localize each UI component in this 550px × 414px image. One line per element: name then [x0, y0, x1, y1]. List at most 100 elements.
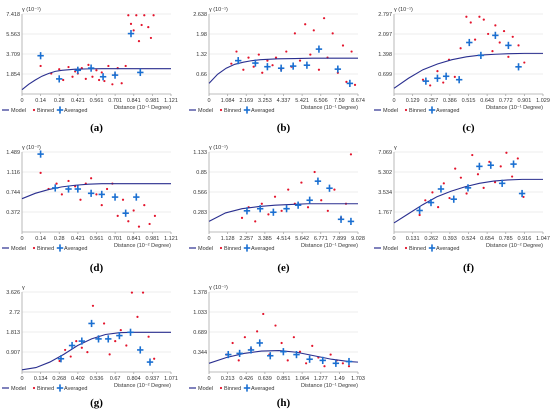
x-tick-label: 2.257: [239, 236, 253, 242]
panel-label: (g): [90, 397, 103, 409]
x-tick-label: 0.937: [145, 376, 159, 382]
averaged-series: [37, 150, 140, 217]
binned-point: [62, 78, 65, 82]
averaged-point: [111, 71, 119, 79]
panel-label: (e): [277, 262, 290, 274]
binned-point: [482, 186, 485, 189]
averaged-point: [235, 57, 242, 65]
x-tick-label: 0.981: [145, 98, 159, 104]
averaged-point: [332, 359, 340, 367]
x-tick-label: 0.524: [462, 236, 476, 242]
chart-panel-2: 0.66 1.32 1.98 2.638 0 1.084 2.169 3.253 4.337 5.…: [187, 2, 365, 114]
averaged-point: [306, 355, 313, 363]
averaged-point: [236, 349, 243, 358]
binned-series: [58, 291, 156, 363]
averaged-point: [116, 331, 123, 340]
binned-point: [67, 179, 70, 183]
x-tick-label: 1.029: [536, 98, 550, 104]
chart-panel-3: 0.699 1.398 2.097 2.797 0 0.129 0.257 0.386 0.51…: [372, 2, 550, 114]
binned-point: [320, 199, 323, 202]
averaged-point: [314, 177, 322, 185]
y-tick-label: 0.907: [6, 350, 20, 356]
x-tick-label: 7.899: [332, 236, 346, 242]
legend-model-label: Model: [11, 246, 26, 252]
binned-point: [267, 213, 270, 216]
legend: Model Binned Averaged: [374, 244, 459, 252]
x-tick-label: 0.643: [480, 98, 494, 104]
y-tick-label: 7.418: [6, 12, 20, 18]
x-axis-title: Distance (10⁻¹ Degree): [486, 105, 543, 111]
averaged-point: [87, 189, 95, 197]
y-tick-label: 1.98: [196, 32, 207, 38]
binned-point: [273, 195, 277, 198]
binned-point: [350, 50, 353, 53]
legend-model-label: Model: [198, 246, 213, 252]
binned-point: [75, 340, 78, 343]
x-tick-label: 0: [392, 98, 395, 104]
legend: Model Binned Averaged: [189, 106, 274, 114]
chart-svg: 0.907 1.813 2.72 3.626 0 0.134 0.268 0.402 0.536…: [2, 285, 178, 392]
binned-point: [260, 202, 263, 205]
x-tick-label: 1.49: [334, 376, 345, 382]
chart-svg: 0.344 0.689 1.033 1.378 0 0.213 0.426 0.639 0.85…: [189, 285, 365, 392]
binned-point: [107, 64, 110, 68]
binned-point: [90, 177, 93, 180]
x-tick-label: 1.128: [221, 236, 235, 242]
binned-point: [287, 188, 290, 191]
averaged-point: [74, 66, 82, 74]
model-line: [208, 57, 358, 84]
chart-panel-6: 1.767 3.534 5.302 7.069 0 0.131 0.262 0.393 0.52…: [372, 140, 550, 252]
legend-binned-swatch: [404, 246, 408, 250]
binned-series: [418, 151, 525, 217]
x-tick-label: 0.851: [277, 376, 291, 382]
averaged-point: [427, 198, 435, 207]
binned-point: [237, 359, 240, 362]
x-tick-label: 0.639: [258, 376, 272, 382]
binned-point: [87, 63, 90, 66]
model-line: [393, 52, 543, 89]
averaged-point: [464, 184, 472, 192]
y-axis-title: γ (10⁻¹): [394, 7, 413, 13]
x-tick-label: 0: [207, 236, 210, 242]
averaged-point: [247, 346, 255, 354]
binned-point: [147, 26, 150, 29]
y-axis-title: γ: [22, 285, 25, 291]
binned-point: [459, 176, 462, 179]
chart-svg: 0.283 0.566 0.85 1.133 0 1.128 2.257 3.385 4.514…: [189, 145, 365, 252]
binned-point: [39, 64, 42, 68]
binned-point: [71, 75, 74, 78]
averaged-point: [78, 337, 86, 345]
binned-point: [141, 291, 145, 294]
binned-point: [120, 82, 123, 85]
x-tick-label: 0.561: [90, 236, 104, 242]
y-tick-label: 2.638: [193, 12, 207, 18]
binned-point: [274, 56, 278, 59]
legend-model-label: Model: [198, 108, 213, 114]
binned-point: [152, 14, 155, 17]
binned-point: [137, 40, 141, 43]
x-axis-title: Distance (10⁻¹ Degree): [114, 105, 171, 111]
x-tick-label: 0.701: [108, 98, 122, 104]
binned-point: [230, 62, 233, 65]
y-tick-label: 3.709: [6, 52, 20, 58]
averaged-point: [450, 195, 457, 203]
binned-point: [517, 44, 520, 47]
legend-binned-swatch: [404, 108, 408, 112]
averaged-point: [455, 76, 463, 84]
averaged-point: [264, 63, 271, 71]
x-tick-label: 6.771: [314, 236, 328, 242]
binned-point: [487, 32, 490, 36]
model-line: [208, 349, 359, 364]
binned-point: [97, 78, 101, 82]
x-tick-label: 0.804: [127, 376, 141, 382]
model-line: [21, 331, 171, 371]
binned-point: [453, 75, 456, 78]
chart-panel-8: 0.344 0.689 1.033 1.378 0 0.213 0.426 0.639 0.85…: [187, 280, 365, 392]
binned-point: [127, 220, 130, 223]
binned-point: [421, 78, 425, 81]
binned-point: [304, 23, 307, 26]
legend-averaged-swatch: [428, 244, 436, 252]
binned-point: [478, 15, 481, 18]
averaged-point: [68, 341, 76, 350]
